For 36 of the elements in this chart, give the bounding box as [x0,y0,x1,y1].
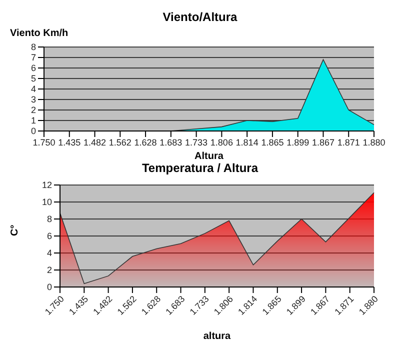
x-tick-label: 1.899 [286,137,310,148]
y-tick-label: 1 [30,116,36,126]
x-tick-label: 1.806 [210,137,233,148]
x-tick-label: 1.865 [261,137,284,148]
x-tick-label: 1.880 [362,137,386,148]
y-tick-label: 5 [30,74,36,84]
x-tick-label: 1.814 [236,137,258,148]
x-tick-label: 1.435 [58,137,81,148]
y-tick-label: 6 [30,63,36,74]
x-axis-title: Altura [194,151,224,162]
y-tick-label: 0 [46,282,52,292]
x-tick-label: 1.482 [84,137,106,148]
x-tick-label: 1.628 [134,137,157,148]
x-axis-title: altura [203,331,232,342]
y-tick-label: 6 [46,231,52,242]
x-tick-label: 1.871 [337,137,360,148]
x-tick-label: 1.867 [312,137,334,148]
y-tick-label: 8 [30,42,36,52]
y-tick-label: 12 [42,180,52,190]
chart-title: Viento/Altura [162,9,238,26]
y-axis-title: C° [10,224,21,236]
chart-title: Temperatura / Altura [140,160,260,177]
x-tick-label: 1.733 [185,137,208,148]
y-tick-label: 3 [30,94,36,105]
x-tick-label: 1.750 [32,137,56,148]
y-tick-label: 7 [30,52,36,63]
y-tick-label: 4 [30,84,36,94]
y-tick-label: 2 [30,105,36,116]
y-tick-label: 2 [46,265,52,276]
y-tick-label: 0 [30,126,36,136]
x-tick-label: 1.562 [108,137,132,148]
y-tick-label: 8 [46,214,52,224]
y-axis-title: Viento Km/h [10,28,70,41]
x-tick-label: 1.683 [160,137,182,148]
y-tick-label: 10 [42,197,52,208]
y-tick-label: 4 [46,248,52,258]
